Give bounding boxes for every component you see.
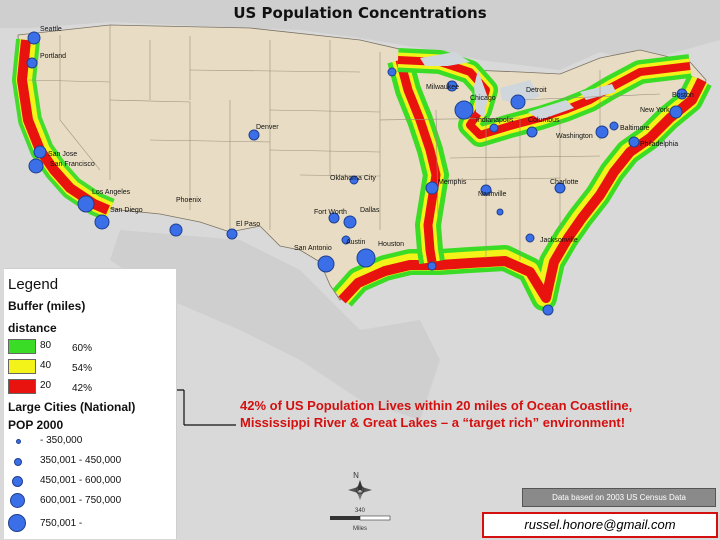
city-label: New York [640, 107, 670, 114]
scale-value: 340 [355, 508, 366, 514]
cities-heading: Large Cities (National) [8, 400, 136, 414]
city-label: Nashville [478, 191, 507, 198]
city-label: Jacksonville [540, 237, 578, 244]
buffer-distance: 40 [40, 360, 52, 371]
buffer-swatch-80 [8, 339, 36, 354]
pop-class-dot [10, 493, 25, 508]
city-label: Detroit [526, 87, 547, 94]
compass-north-label: N [353, 471, 359, 480]
buffer-distance: 20 [40, 380, 52, 391]
scale-bar: 340 Miles [330, 508, 391, 532]
buffer-swatch-40 [8, 359, 36, 374]
city-label: Philadelphia [640, 141, 678, 148]
city-label: Dallas [360, 207, 380, 214]
distance-label: distance [8, 321, 57, 335]
legend-panel: Legend Buffer (miles) distance 80 60% 40… [4, 268, 177, 539]
buffer-heading: Buffer (miles) [8, 299, 86, 313]
city-label: Portland [40, 53, 66, 60]
city-label: Los Angeles [92, 189, 131, 196]
headline-note: 42% of US Population Lives within 20 mil… [240, 398, 633, 430]
city-label: Milwaukee [426, 84, 459, 91]
contact-email[interactable]: russel.honore@gmail.com [482, 512, 718, 538]
city-label: Chicago [470, 95, 496, 102]
city-label: Oklahoma City [330, 175, 376, 182]
north-arrow-icon: N [348, 471, 372, 500]
city-label: San Jose [48, 151, 77, 158]
city-label: San Diego [110, 207, 143, 214]
city-label: Columbus [528, 117, 560, 124]
city-label: Austin [346, 239, 366, 246]
buffer-percent: 60% [72, 343, 93, 354]
pop-class-dot [12, 476, 23, 487]
city-label: San Francisco [50, 161, 95, 168]
city-label: Phoenix [176, 197, 202, 204]
pop-class-dot [16, 439, 21, 444]
pop-class-label: 600,001 - 750,000 [40, 495, 122, 506]
map-title: US Population Concentrations [233, 4, 487, 22]
city-label: San Antonio [294, 245, 332, 252]
scale-units: Miles [353, 526, 367, 532]
city-label: Houston [378, 241, 404, 248]
pop-class-label: - 350,000 [40, 435, 83, 446]
city-label: Baltimore [620, 125, 650, 132]
city-label: Washington [556, 133, 593, 140]
city-label: Denver [256, 124, 279, 131]
pop-heading: POP 2000 [8, 418, 64, 432]
pop-class-label: 450,001 - 600,000 [40, 475, 122, 486]
legend-heading: Legend [8, 276, 59, 293]
city-label: Boston [672, 92, 694, 99]
city-label: Indianapolis [476, 117, 514, 124]
buffer-percent: 54% [72, 363, 93, 374]
city-label: Fort Worth [314, 209, 347, 216]
pop-class-dot [14, 458, 22, 466]
city-label: Seattle [40, 26, 62, 33]
pop-class-label: 750,001 - [40, 518, 83, 529]
city-label: El Paso [236, 221, 260, 228]
pop-class-dot [8, 514, 26, 532]
city-label: Charlotte [550, 179, 579, 186]
city-label: Memphis [438, 179, 467, 186]
buffer-percent: 42% [72, 383, 93, 394]
buffer-swatch-20 [8, 379, 36, 394]
buffer-distance: 80 [40, 340, 52, 351]
data-source-box: Data based on 2003 US Census Data [522, 488, 716, 507]
pop-class-label: 350,001 - 450,000 [40, 455, 122, 466]
